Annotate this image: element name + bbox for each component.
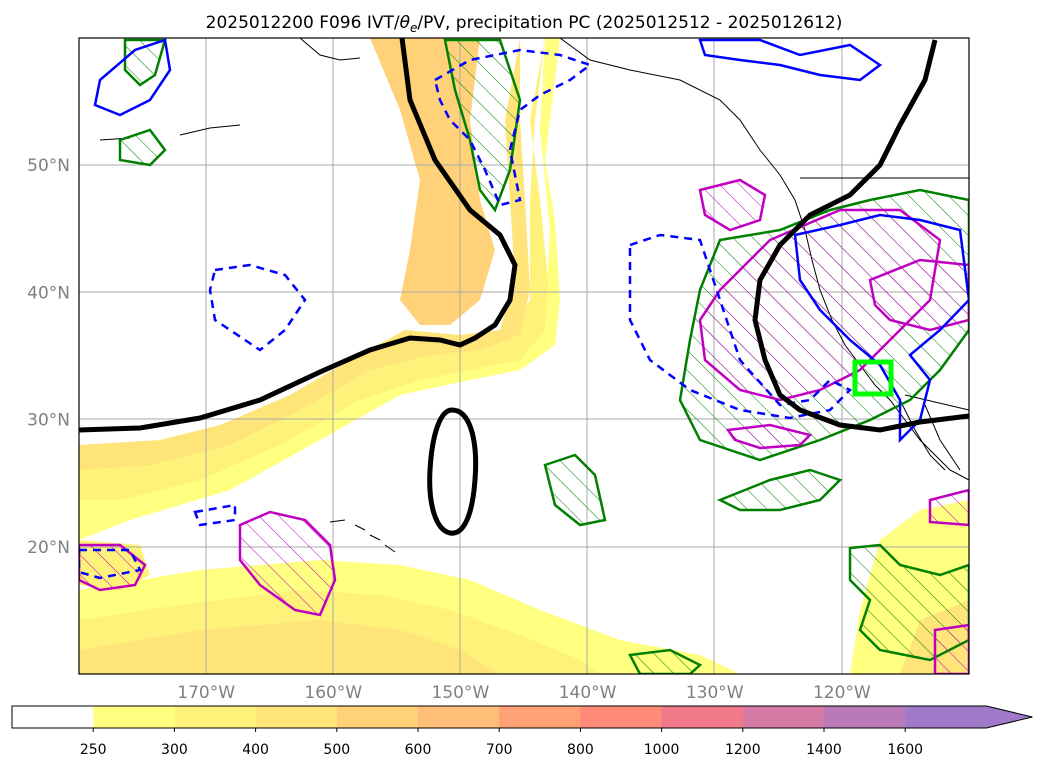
- theta-e-dashed-north-pacific: [208, 263, 307, 352]
- precip-high-region-inland: [868, 258, 969, 332]
- theta-e-solid-alaska: [93, 38, 172, 117]
- colorbar-segment: [742, 706, 825, 728]
- lat-tick-label: 30°N: [27, 411, 70, 431]
- colorbar-tick-label: 1600: [887, 742, 923, 758]
- lon-tick-label: 130°W: [686, 683, 744, 703]
- precip-region-gulf-of-alaska: [443, 38, 522, 213]
- colorbar-segment: [905, 706, 987, 728]
- colorbar-tick-label: 1400: [806, 742, 842, 758]
- theta-e-solid-north: [698, 38, 883, 82]
- lon-tick-label: 160°W: [304, 683, 362, 703]
- colorbar-segment: [580, 706, 663, 728]
- lon-tick-label: 170°W: [177, 683, 235, 703]
- target-box: [852, 359, 894, 397]
- theta-e-dashed-gulf: [433, 48, 593, 207]
- baja-peninsula: [899, 399, 961, 471]
- colorbar-tick-label: 800: [567, 742, 594, 758]
- precip-high-region-southeast: [933, 623, 969, 674]
- colorbar-outline: [11, 705, 1033, 729]
- colorbar-segment: [824, 706, 906, 728]
- precip-high-region-southwest: [725, 423, 813, 450]
- colorbar-tick-label: 1000: [644, 742, 680, 758]
- colorbar-tick-label: 700: [486, 742, 513, 758]
- title-prefix: 2025012200 F096 IVT/: [206, 13, 400, 33]
- precip-high-region-west-coast: [698, 208, 942, 402]
- precip-high-region-subtropics: [238, 510, 337, 617]
- ivt-south-max: [79, 620, 500, 674]
- precip-high-region-northern-ca: [698, 178, 767, 232]
- colorbar-tick-label: 400: [242, 742, 269, 758]
- colorbar-segment: [93, 706, 175, 728]
- precip-region-central: [543, 453, 607, 527]
- precip-high-region-mexico: [928, 488, 969, 527]
- colorbar-tick-label: 600: [405, 742, 432, 758]
- colorbar-extend-arrow: [986, 706, 1033, 728]
- precip-region-south-trough: [716, 468, 843, 512]
- border-us-mexico: [904, 394, 969, 411]
- lat-tick-label: 50°N: [27, 156, 70, 176]
- pv-contours: [79, 38, 969, 536]
- colorbar: 250 300 400 500 600 700 800 1000 1200 1400 1600: [11, 705, 1033, 758]
- lon-tick-label: 120°W: [813, 683, 871, 703]
- title-theta-sub: e: [410, 21, 417, 35]
- precip-region-aleutians: [118, 128, 167, 167]
- lat-tick-label: 40°N: [27, 283, 70, 303]
- colorbar-tick-label: 1200: [725, 742, 761, 758]
- colorbar-tick-label: 300: [161, 742, 188, 758]
- colorbar-tick-label: 500: [323, 742, 350, 758]
- precip-high-contours: [79, 178, 969, 674]
- lon-tick-label: 150°W: [432, 683, 490, 703]
- theta-e-contours: [79, 38, 969, 580]
- colorbar-segment: [661, 706, 744, 728]
- longitude-labels: 170°W 160°W 150°W 140°W 130°W 120°W: [177, 683, 871, 703]
- precip-region-south-small: [628, 648, 703, 674]
- colorbar-segment: [255, 706, 338, 728]
- map-panel: [78, 37, 970, 675]
- pv-cutoff-low: [427, 407, 479, 536]
- theta-e-dashed-west-edge: [79, 548, 142, 580]
- colorbar-segment: [499, 706, 581, 728]
- colorbar-segment: [174, 706, 257, 728]
- colorbar-segment: [12, 706, 94, 728]
- title-suffix: /PV, precipitation PC (2025012512 - 2025…: [417, 13, 842, 33]
- precip-high-region-west-edge: [79, 543, 147, 592]
- map-frame: [78, 37, 970, 675]
- pv-main-trough: [79, 38, 518, 433]
- lat-tick-label: 20°N: [27, 538, 70, 558]
- chart-title: 2025012200 F096 IVT/θe/PV, precipitation…: [206, 13, 843, 35]
- latitude-labels: 20°N 30°N 40°N 50°N: [27, 156, 70, 558]
- colorbar-segment: [418, 706, 500, 728]
- theta-e-solid-coast: [793, 213, 969, 444]
- hawaii-islands: [329, 519, 396, 553]
- colorbar-tick-label: 250: [80, 742, 107, 758]
- title-theta: θ: [400, 13, 411, 33]
- theta-e-dashed-offshore: [628, 233, 853, 420]
- ivt-river-body: [79, 38, 548, 500]
- colorbar-segment: [336, 706, 419, 728]
- lon-tick-label: 140°W: [559, 683, 617, 703]
- pv-eastern-ridge: [752, 39, 969, 433]
